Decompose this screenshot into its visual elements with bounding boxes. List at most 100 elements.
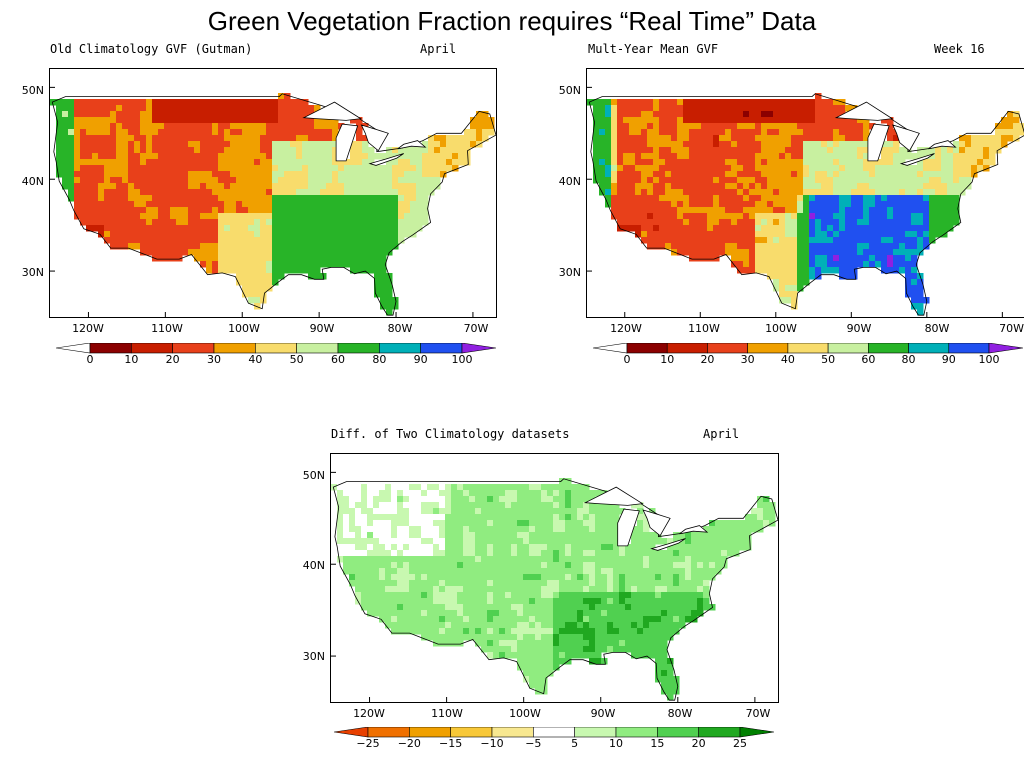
map-cell bbox=[416, 147, 423, 154]
map-cell bbox=[128, 231, 135, 238]
map-cell bbox=[559, 484, 566, 491]
map-cell bbox=[440, 153, 447, 160]
map-cell bbox=[385, 520, 392, 527]
map-cell bbox=[206, 189, 213, 196]
map-cell bbox=[469, 634, 476, 641]
map-cell bbox=[302, 225, 309, 232]
great-lake bbox=[397, 140, 427, 150]
map-cell bbox=[385, 538, 392, 545]
map-cell bbox=[737, 189, 744, 196]
map-cell bbox=[410, 153, 417, 160]
map-cell bbox=[635, 153, 642, 160]
map-cell bbox=[379, 592, 386, 599]
map-cell bbox=[523, 544, 530, 551]
map-cell bbox=[493, 622, 500, 629]
map-cell bbox=[457, 640, 464, 647]
map-cell bbox=[433, 592, 440, 599]
map-cell bbox=[659, 153, 666, 160]
map-cell bbox=[212, 213, 219, 220]
map-cell bbox=[559, 538, 566, 545]
map-cell bbox=[188, 135, 195, 142]
map-cell bbox=[565, 490, 572, 497]
map-cell bbox=[164, 165, 171, 172]
map-cell bbox=[589, 640, 596, 647]
map-cell bbox=[140, 183, 147, 190]
map-cell bbox=[410, 183, 417, 190]
map-cell bbox=[517, 490, 524, 497]
map-cell bbox=[164, 177, 171, 184]
map-cell bbox=[499, 550, 506, 557]
map-cell bbox=[559, 628, 566, 635]
map-cell bbox=[110, 207, 117, 214]
map-cell bbox=[236, 207, 243, 214]
map-cell bbox=[761, 207, 768, 214]
map-cell bbox=[86, 159, 93, 166]
map-cell bbox=[230, 249, 237, 256]
map-cell bbox=[887, 195, 894, 202]
map-cell bbox=[1001, 123, 1008, 130]
map-cell bbox=[667, 544, 674, 551]
map-cell bbox=[541, 652, 548, 659]
map-cell bbox=[947, 153, 954, 160]
map-cell bbox=[947, 159, 954, 166]
map-cell bbox=[80, 189, 87, 196]
map-cell bbox=[821, 243, 828, 250]
map-cell bbox=[343, 520, 350, 527]
map-cell bbox=[206, 105, 213, 112]
map-cell bbox=[152, 147, 159, 154]
map-cell bbox=[493, 520, 500, 527]
map-cell bbox=[643, 532, 650, 539]
map-cell bbox=[182, 99, 189, 106]
colorbar-swatch bbox=[367, 727, 410, 738]
map-cell bbox=[493, 526, 500, 533]
great-lake bbox=[583, 486, 644, 506]
map-cell bbox=[623, 171, 630, 178]
map-cell bbox=[164, 123, 171, 130]
map-cell bbox=[637, 634, 644, 641]
map-cell bbox=[707, 255, 714, 262]
map-cell bbox=[947, 183, 954, 190]
map-cell bbox=[599, 183, 606, 190]
map-cell bbox=[619, 586, 626, 593]
map-cell bbox=[929, 147, 936, 154]
map-cell bbox=[74, 177, 81, 184]
map-cell bbox=[98, 99, 105, 106]
map-cell bbox=[875, 231, 882, 238]
map-cell bbox=[350, 195, 357, 202]
map-cell bbox=[188, 159, 195, 166]
map-cell bbox=[361, 562, 368, 569]
map-cell bbox=[398, 189, 405, 196]
map-cell bbox=[629, 111, 636, 118]
map-cell bbox=[146, 141, 153, 148]
map-cell bbox=[86, 105, 93, 112]
map-cell bbox=[529, 496, 536, 503]
map-cell bbox=[104, 123, 111, 130]
map-cell bbox=[86, 135, 93, 142]
map-cell bbox=[218, 255, 225, 262]
map-cell bbox=[791, 117, 798, 124]
map-cell bbox=[613, 562, 620, 569]
map-cell bbox=[965, 177, 972, 184]
map-cell bbox=[152, 243, 159, 250]
map-cell bbox=[98, 159, 105, 166]
map-cell bbox=[905, 237, 912, 244]
map-cell bbox=[457, 514, 464, 521]
map-cell bbox=[707, 171, 714, 178]
map-cell bbox=[827, 267, 834, 274]
map-cell bbox=[565, 532, 572, 539]
map-cell bbox=[535, 580, 542, 587]
map-cell bbox=[643, 586, 650, 593]
map-cell bbox=[695, 141, 702, 148]
map-cell bbox=[601, 616, 608, 623]
map-cell bbox=[176, 231, 183, 238]
map-cell bbox=[689, 243, 696, 250]
map-cell bbox=[409, 490, 416, 497]
map-cell bbox=[308, 135, 315, 142]
map-cell bbox=[320, 195, 327, 202]
map-cell bbox=[511, 592, 518, 599]
map-cell bbox=[391, 616, 398, 623]
map-cell bbox=[409, 562, 416, 569]
map-cell bbox=[373, 496, 380, 503]
map-cell bbox=[721, 550, 728, 557]
map-cell bbox=[635, 225, 642, 232]
